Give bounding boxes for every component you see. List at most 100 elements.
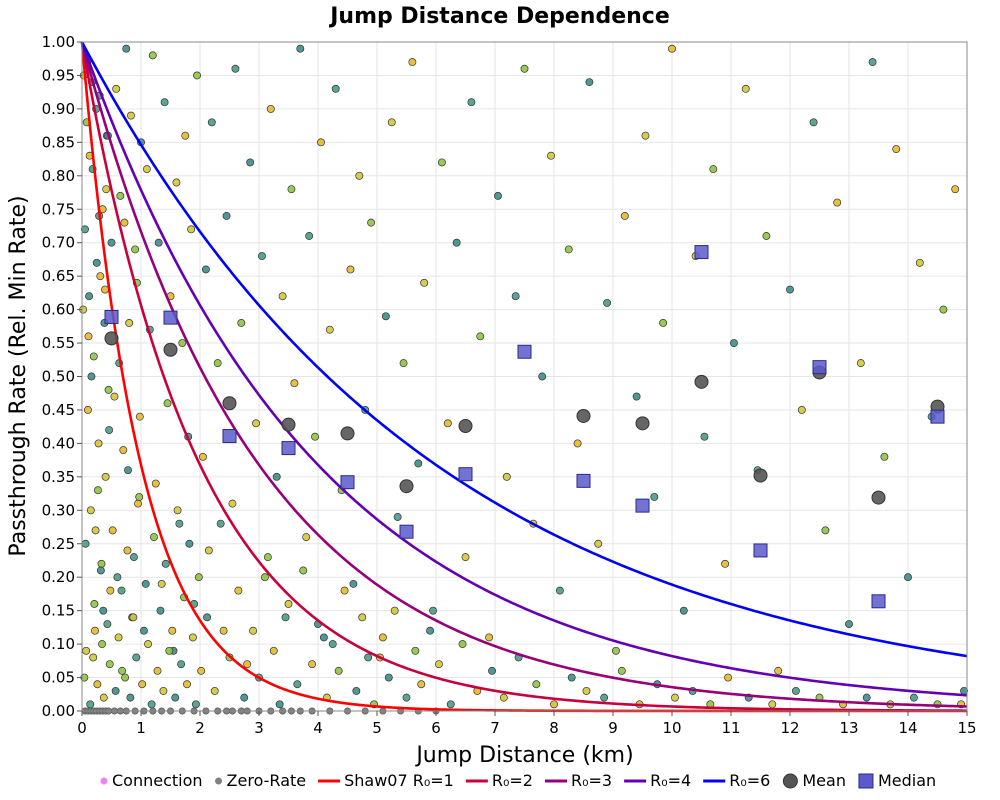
connection-point — [237, 319, 246, 327]
y-tick-label: 0.30 — [42, 501, 75, 519]
y-tick-label: 1.00 — [42, 33, 75, 51]
median-marker — [399, 524, 414, 539]
x-tick-label: 10 — [662, 719, 681, 737]
connection-point — [127, 111, 135, 120]
connection-point — [809, 118, 818, 127]
connection-point — [349, 579, 358, 588]
legend-item: R₀=6 — [703, 771, 770, 790]
y-tick-label: 0.40 — [42, 434, 75, 452]
y-tick-label: 0.65 — [42, 267, 75, 285]
connection-point — [378, 633, 387, 642]
connection-point — [213, 359, 222, 368]
connection-point — [547, 151, 556, 160]
connection-point — [120, 218, 129, 227]
connection-point — [868, 58, 877, 67]
connection-point — [659, 319, 668, 327]
connection-point — [126, 693, 135, 702]
x-axis-ticks: 0 1 2 3 4 5 6 7 8 9 10 11 12 13 14 15 — [77, 711, 977, 737]
connection-point — [381, 312, 390, 321]
connection-point — [134, 499, 142, 508]
connection-point — [252, 419, 260, 428]
connection-point — [178, 339, 187, 347]
legend-label: R₀=3 — [571, 771, 612, 790]
x-tick-label: 3 — [254, 719, 264, 737]
connection-point — [234, 586, 243, 595]
connection-point — [603, 298, 612, 307]
connection-point — [210, 686, 219, 695]
connection-point — [188, 633, 197, 642]
connection-point — [620, 211, 629, 220]
connection-point — [511, 292, 520, 301]
connection-point — [91, 626, 99, 635]
connection-point — [260, 573, 269, 582]
y-tick-label: 0.35 — [42, 468, 75, 486]
y-axis-ticks: 0.00 0.05 0.10 0.15 0.20 0.25 0.30 0.35 0.40 0.45… — [42, 33, 82, 720]
connection-point — [358, 613, 367, 622]
connection-point — [352, 686, 361, 695]
connection-point — [721, 559, 730, 568]
connection-point — [612, 646, 620, 655]
connection-point — [154, 238, 163, 247]
y-tick-label: 0.20 — [42, 568, 75, 586]
connection-point — [730, 339, 738, 347]
connection-point — [111, 686, 120, 695]
connection-point — [129, 613, 138, 622]
connection-point — [91, 526, 100, 535]
connection-point — [171, 693, 180, 702]
connection-point — [83, 406, 92, 414]
legend-item: Connection — [100, 771, 203, 790]
connection-point — [160, 98, 169, 107]
legend-label: Median — [878, 771, 936, 790]
connection-point — [86, 506, 95, 515]
median-marker — [871, 594, 886, 609]
connection-point — [446, 700, 455, 709]
connection-point — [555, 586, 564, 595]
connection-point — [81, 539, 90, 548]
connection-point — [124, 466, 132, 475]
connection-point — [458, 640, 467, 649]
connection-point — [129, 553, 138, 562]
connection-point — [951, 185, 960, 194]
statistic-markers — [104, 245, 945, 609]
connection-point — [107, 238, 116, 247]
legend: Connection Zero-Rate Shaw07 R₀=1 R₀=2 R₀=3 R₀… — [100, 771, 936, 790]
connection-point — [181, 131, 190, 140]
connection-point — [151, 479, 160, 488]
connection-point — [121, 673, 130, 682]
connection-point — [119, 446, 128, 455]
connection-point — [311, 432, 319, 441]
connection-point — [183, 680, 191, 689]
connection-point — [165, 646, 174, 655]
connection-point — [862, 693, 871, 702]
connection-point — [98, 640, 107, 649]
y-tick-label: 0.05 — [42, 669, 75, 687]
connection-point — [93, 486, 102, 495]
mean-marker — [753, 468, 768, 483]
connection-point — [187, 225, 196, 234]
connection-point — [96, 566, 105, 575]
legend-item: Median — [858, 771, 936, 790]
chart-title: Jump Distance Dependence — [328, 4, 670, 29]
median-marker — [635, 498, 650, 513]
connection-point — [80, 225, 89, 234]
median-marker — [753, 543, 768, 558]
connection-point — [82, 646, 91, 655]
connection-point — [845, 620, 853, 628]
mean-marker — [340, 426, 355, 441]
connection-point — [709, 165, 718, 174]
connection-point — [485, 633, 494, 642]
connection-point — [163, 399, 172, 408]
x-tick-label: 8 — [549, 719, 559, 737]
connection-point — [939, 305, 948, 314]
legend-label: Zero-Rate — [227, 771, 307, 790]
connection-point — [116, 191, 125, 200]
x-tick-label: 13 — [839, 719, 858, 737]
y-tick-label: 0.15 — [42, 602, 75, 620]
connection-point — [168, 626, 177, 635]
connection-point — [87, 372, 96, 381]
connection-point — [299, 566, 308, 575]
mean-marker — [694, 374, 709, 389]
legend-swatch — [782, 773, 798, 789]
median-marker — [812, 360, 827, 375]
x-tick-label: 2 — [195, 719, 205, 737]
